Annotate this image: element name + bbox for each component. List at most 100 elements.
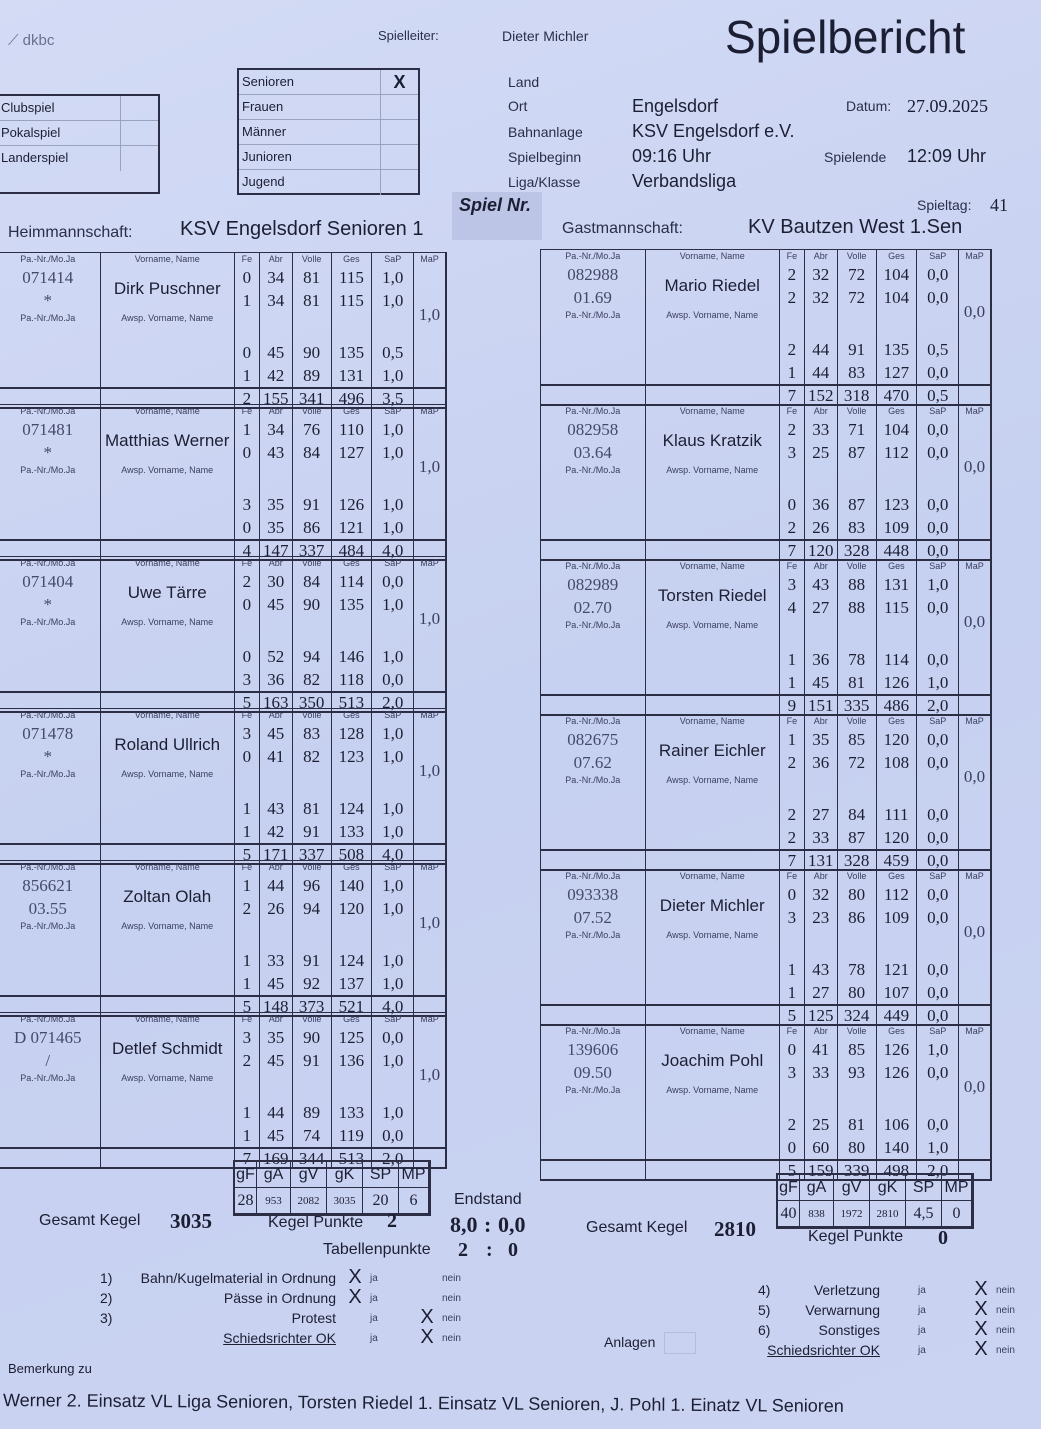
- lane-volle: 81: [293, 266, 332, 289]
- col-pass: Pa.-Nr./Mo.Ja: [541, 560, 646, 573]
- sub-field: [0, 668, 101, 691]
- sub-name: [101, 629, 235, 645]
- e: [959, 477, 991, 493]
- col-pass: Pa.-Nr./Mo.Ja: [541, 774, 646, 787]
- home-kp: 2: [387, 1210, 397, 1232]
- total-sap: 2,0: [372, 693, 415, 711]
- klasse-row[interactable]: Junioren: [239, 145, 418, 170]
- summary-header-SP: SP: [363, 1162, 399, 1188]
- lane-fe: 3: [780, 906, 805, 929]
- lane-abr: 43: [805, 958, 838, 981]
- check-nein-box[interactable]: X: [420, 1326, 434, 1348]
- home-summary: gF gA gV gK SP MP 28 953 2082 3035 20 6: [233, 1160, 431, 1216]
- col-abr: Abr: [260, 861, 293, 874]
- map-cell: [414, 516, 446, 539]
- check-ja-box[interactable]: [892, 1278, 914, 1300]
- check-ja-box[interactable]: X: [348, 1286, 362, 1308]
- lane-volle: 94: [293, 645, 332, 668]
- col-name: Vorname, Name: [646, 870, 780, 883]
- klasse-checkbox[interactable]: [380, 145, 418, 169]
- lane-volle: 76: [293, 418, 332, 441]
- lane-abr: 33: [805, 826, 838, 849]
- spacer-row: [541, 787, 991, 803]
- lane-volle: 78: [838, 648, 877, 671]
- map-cell: [414, 874, 446, 897]
- lane-sap: 0,0: [917, 516, 960, 539]
- lane-fe: 2: [780, 826, 805, 849]
- col-sap: SaP: [372, 405, 415, 418]
- map-cell: [959, 263, 991, 286]
- klasse-checkbox[interactable]: [380, 95, 418, 119]
- klasse-label: Jugend: [242, 174, 285, 189]
- spielart-box: Clubspiel Pokalspiel Landerspiel: [0, 94, 160, 194]
- spielende-value: 12:09 Uhr: [907, 146, 987, 166]
- check-nein-box[interactable]: X: [420, 1306, 434, 1328]
- check-nein-box[interactable]: [416, 1286, 438, 1308]
- spielart-row[interactable]: Clubspiel: [0, 96, 158, 121]
- spielart-checkbox[interactable]: [120, 121, 158, 145]
- lane-abr: 42: [260, 820, 293, 843]
- spielart-row[interactable]: Pokalspiel: [0, 121, 158, 146]
- col-fe: Fe: [235, 253, 260, 266]
- liga-label: Liga/Klasse: [508, 174, 581, 190]
- lane-sap: 0,0: [372, 1124, 415, 1147]
- header-row: Pa.-Nr./Mo.Ja Vorname, Name Fe Abr Volle Ges S…: [0, 557, 446, 570]
- lane-ges: 104: [877, 263, 918, 286]
- lane-ges: 127: [332, 441, 373, 464]
- sub-name: [646, 942, 780, 958]
- col-pass: Pa.-Nr./Mo.Ja: [0, 616, 101, 629]
- e: [917, 942, 960, 958]
- lane-abr: 45: [260, 1049, 293, 1072]
- klasse-row[interactable]: Senioren X: [239, 70, 418, 95]
- e: [235, 325, 260, 341]
- total-volle: 373: [293, 997, 332, 1015]
- check-ja-box[interactable]: [344, 1326, 366, 1348]
- check-ja-box[interactable]: [892, 1338, 914, 1360]
- klasse-row[interactable]: Männer: [239, 120, 418, 145]
- sub-name: [101, 797, 235, 820]
- e: [780, 929, 805, 942]
- lane-volle: 90: [293, 341, 332, 364]
- spielart-checkbox[interactable]: [120, 146, 158, 171]
- spielart-row[interactable]: Landerspiel: [0, 146, 158, 171]
- col-fe: Fe: [235, 557, 260, 570]
- col-sap: SaP: [917, 715, 960, 728]
- lane-abr: 52: [260, 645, 293, 668]
- check-ja-box[interactable]: [344, 1306, 366, 1328]
- e: [917, 1097, 960, 1113]
- klasse-row[interactable]: Jugend: [239, 170, 418, 195]
- spielart-checkbox[interactable]: [120, 96, 158, 120]
- anlagen-field[interactable]: [664, 1332, 696, 1354]
- player-name-spacer: [101, 745, 235, 768]
- lane-abr: 35: [260, 1026, 293, 1049]
- sub-field: [541, 361, 646, 384]
- total-sap: 0,0: [917, 541, 960, 559]
- check-ja-box[interactable]: [892, 1318, 914, 1340]
- klasse-checkbox[interactable]: [380, 120, 418, 144]
- check-ja-box[interactable]: X: [348, 1266, 362, 1288]
- check-nein-box[interactable]: X: [974, 1338, 988, 1360]
- datum-value: 27.09.2025: [907, 96, 988, 116]
- header-row: Pa.-Nr./Mo.Ja Vorname, Name Fe Abr Volle Ges S…: [541, 1025, 991, 1038]
- total-row: 7 120 328 448 0,0: [541, 539, 991, 559]
- check-nein-box[interactable]: X: [974, 1278, 988, 1300]
- total-row: 2 155 341 496 3,5: [0, 387, 446, 407]
- e: [235, 1085, 260, 1101]
- total-sap: 3,5: [372, 389, 415, 407]
- check-ja-box[interactable]: [892, 1298, 914, 1320]
- check-nein-box[interactable]: X: [974, 1318, 988, 1340]
- lane-ges: 146: [332, 645, 373, 668]
- klasse-row[interactable]: Frauen: [239, 95, 418, 120]
- total-volle: 350: [293, 693, 332, 711]
- klasse-checkbox[interactable]: X: [380, 70, 418, 94]
- lane-row: 01.69 2 32 72 104 0,0: [541, 286, 991, 309]
- lane-ges: 119: [332, 1124, 373, 1147]
- player-name-spacer: [101, 897, 235, 920]
- col-awsp: Awsp. Vorname, Name: [646, 464, 780, 477]
- e: [838, 774, 877, 787]
- check-nein-box[interactable]: X: [974, 1298, 988, 1320]
- gast-team: KV Bautzen West 1.Sen: [748, 216, 963, 238]
- col-pass: Pa.-Nr./Mo.Ja: [0, 709, 101, 722]
- check-nein-box[interactable]: [416, 1266, 438, 1288]
- klasse-checkbox[interactable]: [380, 170, 418, 195]
